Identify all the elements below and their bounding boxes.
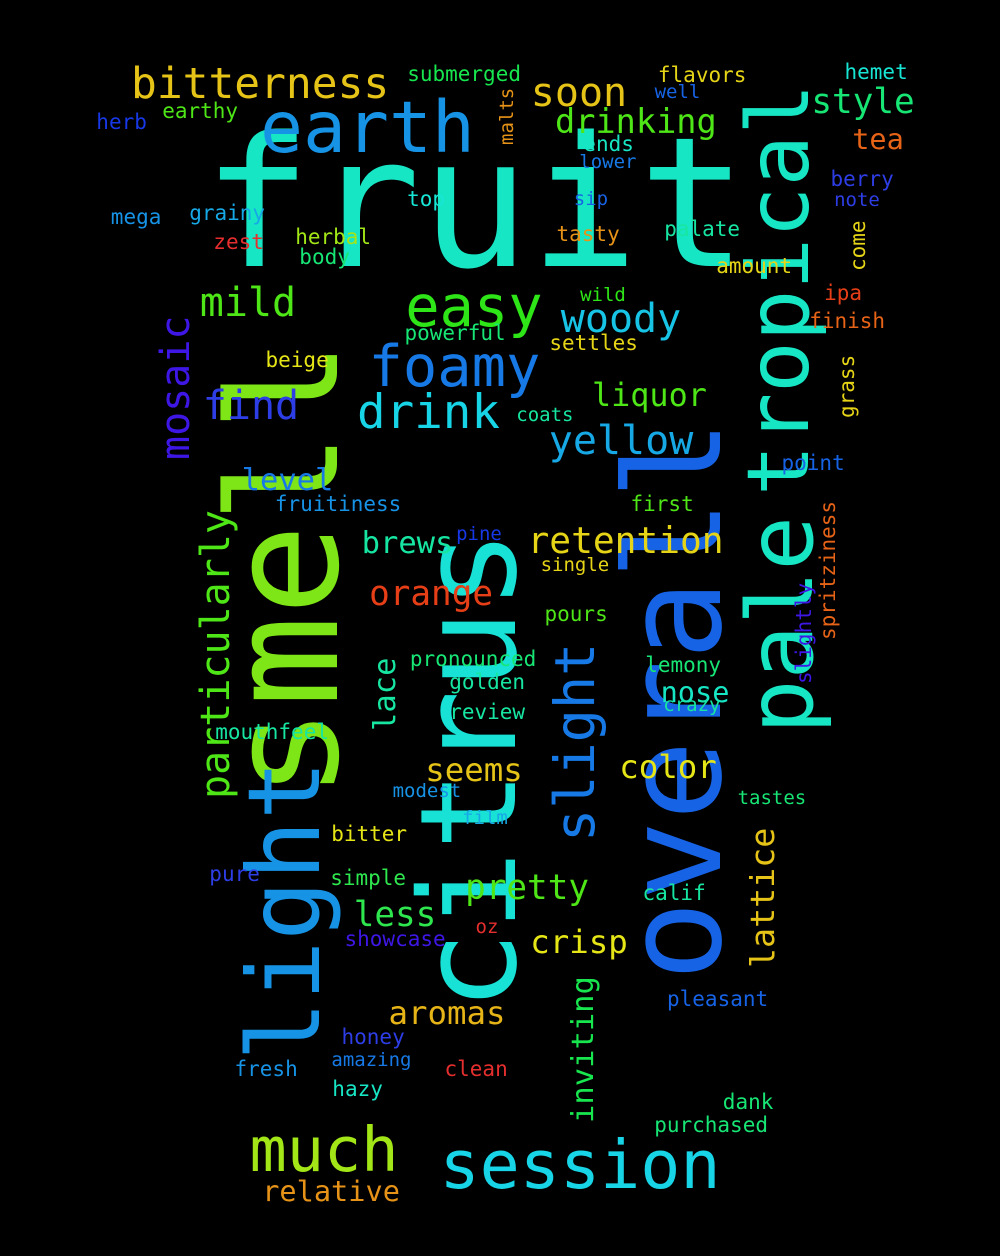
word-grainy: grainy xyxy=(189,200,266,225)
word-beige: beige xyxy=(265,347,329,372)
word-coats: coats xyxy=(516,403,574,426)
word-tea: tea xyxy=(852,121,904,156)
word-purchased: purchased xyxy=(654,1112,768,1137)
word-golden: golden xyxy=(449,669,526,694)
word-earthy: earthy xyxy=(162,98,239,123)
word-aromas: aromas xyxy=(388,993,506,1032)
word-calif: calif xyxy=(642,880,706,905)
word-mouthfeel: mouthfeel xyxy=(215,719,329,744)
word-ends: ends xyxy=(583,131,634,156)
word-hemet: hemet xyxy=(844,59,908,84)
word-color: color xyxy=(619,747,717,786)
word-top: top xyxy=(407,186,446,211)
word-lemony: lemony xyxy=(645,652,722,677)
word-soon: soon xyxy=(530,70,628,116)
word-amazing: amazing xyxy=(331,1048,412,1071)
word-berry: berry xyxy=(830,166,894,191)
word-pine: pine xyxy=(456,522,502,545)
word-single: single xyxy=(540,553,610,576)
word-drinking: drinking xyxy=(555,102,717,142)
word-point: point xyxy=(781,450,845,475)
word-mosaic: mosaic xyxy=(153,315,199,460)
word-lattice: lattice xyxy=(742,827,782,968)
word-inviting: inviting xyxy=(565,976,601,1124)
word-earth: earth xyxy=(260,85,475,169)
word-submerged: submerged xyxy=(407,61,521,86)
word-powerful: powerful xyxy=(404,320,506,345)
word-well: well xyxy=(654,80,701,103)
word-tropical: tropical xyxy=(729,83,830,497)
word-slight: slight xyxy=(544,642,609,843)
word-pure: pure xyxy=(209,861,260,886)
word-hazy: hazy xyxy=(332,1076,383,1101)
word-spritziness: spritziness xyxy=(815,500,840,640)
word-slightly: slightly xyxy=(791,582,816,684)
word-pretty: pretty xyxy=(465,867,589,908)
word-herb: herb xyxy=(96,109,147,134)
word-fruitiness: fruitiness xyxy=(274,491,402,516)
word-light: light xyxy=(225,759,343,1061)
word-orange: orange xyxy=(369,573,493,614)
word-find: find xyxy=(202,383,300,429)
word-bitterness: bitterness xyxy=(131,59,390,110)
word-finish: finish xyxy=(809,308,886,333)
word-flavors: flavors xyxy=(657,62,747,87)
word-lower: lower xyxy=(579,150,637,173)
word-lace: lace xyxy=(367,657,403,731)
word-particularly: particularly xyxy=(193,509,239,799)
word-tastes: tastes xyxy=(737,786,807,809)
word-nose: nose xyxy=(660,674,730,709)
word-tasty: tasty xyxy=(556,221,620,246)
word-brews: brews xyxy=(361,525,454,561)
word-easy: easy xyxy=(405,274,543,341)
word-seems: seems xyxy=(425,750,523,789)
word-herbal: herbal xyxy=(295,224,372,249)
word-pours: pours xyxy=(544,601,608,626)
word-retention: retention xyxy=(527,518,724,562)
word-style: style xyxy=(811,81,915,122)
word-come: come xyxy=(845,220,870,271)
word-honey: honey xyxy=(341,1024,405,1049)
word-drink: drink xyxy=(357,385,500,441)
word-fruit: fruit xyxy=(202,97,748,309)
word-showcase: showcase xyxy=(344,926,446,951)
word-body: body xyxy=(299,244,350,269)
word-palate: palate xyxy=(664,216,741,241)
word-less: less xyxy=(353,894,437,935)
word-settles: settles xyxy=(549,330,638,355)
word-session: session xyxy=(439,1125,721,1204)
word-film: film xyxy=(462,806,508,829)
word-amount: amount xyxy=(716,253,793,278)
word-clean: clean xyxy=(444,1056,508,1081)
word-grass: grass xyxy=(834,354,859,418)
word-simple: simple xyxy=(330,865,407,890)
word-relative: relative xyxy=(262,1173,400,1208)
word-mild: mild xyxy=(199,280,297,326)
word-oz: oz xyxy=(475,915,499,938)
word-wild: wild xyxy=(580,283,626,306)
word-review: review xyxy=(449,699,526,724)
word-liquor: liquor xyxy=(592,377,707,415)
word-dank: dank xyxy=(722,1089,774,1114)
word-yellow: yellow xyxy=(548,418,694,464)
word-fresh: fresh xyxy=(234,1056,298,1081)
word-level: level xyxy=(241,462,334,498)
word-crazy: crazy xyxy=(663,693,721,716)
word-malts: malts xyxy=(495,87,518,145)
word-woody: woody xyxy=(560,296,682,342)
word-much: much xyxy=(249,1113,399,1186)
word-zest: zest xyxy=(213,229,264,254)
word-first: first xyxy=(630,491,694,516)
word-sip: sip xyxy=(573,187,609,210)
word-pronounced: pronounced xyxy=(409,646,537,671)
word-mega: mega xyxy=(110,204,162,229)
word-bitter: bitter xyxy=(331,821,408,846)
word-modest: modest xyxy=(392,779,462,802)
word-note: note xyxy=(834,188,880,211)
word-foamy: foamy xyxy=(368,334,541,401)
word-ipa: ipa xyxy=(824,280,863,305)
word-crisp: crisp xyxy=(530,922,628,961)
word-pleasant: pleasant xyxy=(667,986,769,1011)
